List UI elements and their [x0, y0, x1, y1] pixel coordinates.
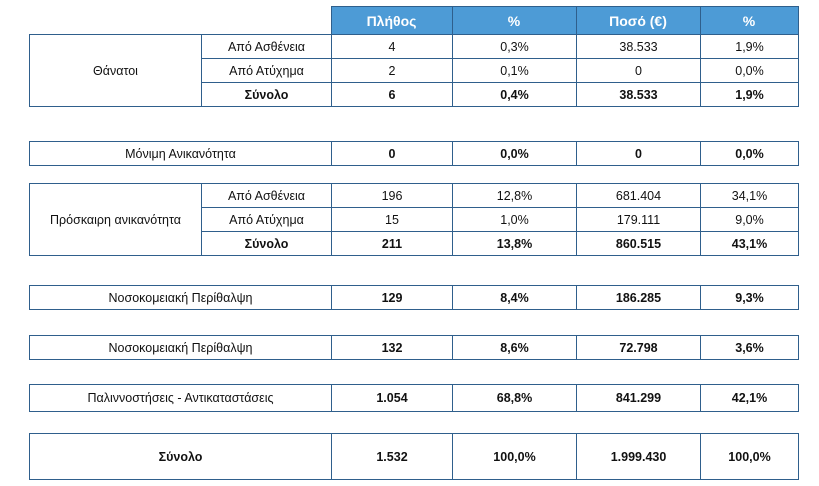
cell-pct: 0,4% — [452, 82, 577, 107]
cell-pct: 0,3% — [452, 34, 577, 59]
cell-pct: 100,0% — [452, 433, 577, 480]
table-row: Σύνολο 211 13,8% 860.515 43,1% — [30, 231, 799, 256]
cell-pct: 1,9% — [700, 34, 799, 59]
cell-pct: 13,8% — [452, 231, 577, 256]
table-row: Σύνολο 1.532 100,0% 1.999.430 100,0% — [29, 433, 799, 480]
cell-pct: 42,1% — [700, 384, 799, 412]
cell-pct: 43,1% — [700, 231, 799, 256]
cell-count: 1.054 — [331, 384, 453, 412]
cell-count: 211 — [331, 231, 453, 256]
table-row: Από Ατύχημα 15 1,0% 179.111 9,0% — [30, 207, 799, 232]
row-sub-label: Σύνολο — [201, 82, 332, 107]
row-sub-label: Από Ασθένεια — [201, 183, 332, 208]
cell-amount: 186.285 — [576, 285, 701, 310]
cell-count: 4 — [331, 34, 453, 59]
row-sub-label: Από Ασθένεια — [201, 34, 332, 59]
cell-pct: 8,4% — [452, 285, 577, 310]
permanent-table: Μόνιμη Ανικανότητα 0 0,0% 0 0,0% — [29, 141, 799, 166]
cell-count: 2 — [331, 58, 453, 83]
cell-count: 0 — [331, 141, 453, 166]
table-row: Πρόσκαιρη ανικανότητα Από Ασθένεια 196 1… — [29, 183, 799, 256]
refunds-table: Παλιννοστήσεις - Αντικαταστάσεις 1.054 6… — [29, 384, 799, 412]
deaths-table: Θάνατοι Από Ασθένεια 4 0,3% 38.533 1,9% … — [29, 34, 799, 107]
cell-pct: 3,6% — [700, 335, 799, 360]
header-amount: Ποσό (€) — [575, 6, 701, 35]
table-row: Θάνατοι Από Ασθένεια 4 0,3% 38.533 1,9% — [29, 34, 799, 107]
header-percent-amount: % — [699, 6, 799, 35]
row-sub-label: Από Ατύχημα — [201, 207, 332, 232]
table-row: Νοσοκομειακή Περίθαλψη 129 8,4% 186.285 … — [29, 285, 799, 310]
cell-amount: 38.533 — [576, 82, 701, 107]
cell-pct: 1,9% — [700, 82, 799, 107]
cell-pct: 100,0% — [700, 433, 799, 480]
cell-count: 129 — [331, 285, 453, 310]
header-count: Πλήθος — [330, 6, 453, 35]
cell-amount: 0 — [576, 141, 701, 166]
cell-pct: 34,1% — [700, 183, 799, 208]
cell-pct: 9,0% — [700, 207, 799, 232]
cell-pct: 8,6% — [452, 335, 577, 360]
refunds-label: Παλιννοστήσεις - Αντικαταστάσεις — [29, 384, 332, 412]
header-table: Πλήθος % Ποσό (€) % — [29, 6, 799, 35]
cell-pct: 12,8% — [452, 183, 577, 208]
cell-amount: 179.111 — [576, 207, 701, 232]
cell-count: 132 — [331, 335, 453, 360]
cell-amount: 841.299 — [576, 384, 701, 412]
temporary-label: Πρόσκαιρη ανικανότητα — [29, 183, 202, 256]
cell-count: 6 — [331, 82, 453, 107]
cell-amount: 38.533 — [576, 34, 701, 59]
cell-pct: 0,0% — [452, 141, 577, 166]
hospital-table-2: Νοσοκομειακή Περίθαλψη 132 8,6% 72.798 3… — [29, 335, 799, 360]
cell-pct: 9,3% — [700, 285, 799, 310]
total-label: Σύνολο — [29, 433, 332, 480]
table-row: Παλιννοστήσεις - Αντικαταστάσεις 1.054 6… — [29, 384, 799, 412]
hospital-label: Νοσοκομειακή Περίθαλψη — [29, 285, 332, 310]
row-sub-label: Από Ατύχημα — [201, 58, 332, 83]
permanent-label: Μόνιμη Ανικανότητα — [29, 141, 332, 166]
cell-amount: 1.999.430 — [576, 433, 701, 480]
hospital-label: Νοσοκομειακή Περίθαλψη — [29, 335, 332, 360]
deaths-label: Θάνατοι — [29, 34, 202, 107]
cell-count: 196 — [331, 183, 453, 208]
total-table: Σύνολο 1.532 100,0% 1.999.430 100,0% — [29, 433, 799, 480]
row-sub-label: Σύνολο — [201, 231, 332, 256]
cell-pct: 1,0% — [452, 207, 577, 232]
header-blank-1 — [29, 6, 201, 35]
cell-pct: 0,0% — [700, 141, 799, 166]
header-percent-count: % — [451, 6, 577, 35]
cell-amount: 72.798 — [576, 335, 701, 360]
hospital-table-1: Νοσοκομειακή Περίθαλψη 129 8,4% 186.285 … — [29, 285, 799, 310]
temporary-table: Πρόσκαιρη ανικανότητα Από Ασθένεια 196 1… — [29, 183, 799, 256]
cell-amount: 0 — [576, 58, 701, 83]
cell-count: 15 — [331, 207, 453, 232]
cell-pct: 0,0% — [700, 58, 799, 83]
table-row: Μόνιμη Ανικανότητα 0 0,0% 0 0,0% — [29, 141, 799, 166]
cell-amount: 860.515 — [576, 231, 701, 256]
cell-pct: 68,8% — [452, 384, 577, 412]
cell-count: 1.532 — [331, 433, 453, 480]
header-blank-2 — [201, 6, 331, 35]
table-row: Σύνολο 6 0,4% 38.533 1,9% — [30, 82, 799, 107]
table-row: Νοσοκομειακή Περίθαλψη 132 8,6% 72.798 3… — [29, 335, 799, 360]
cell-pct: 0,1% — [452, 58, 577, 83]
cell-amount: 681.404 — [576, 183, 701, 208]
